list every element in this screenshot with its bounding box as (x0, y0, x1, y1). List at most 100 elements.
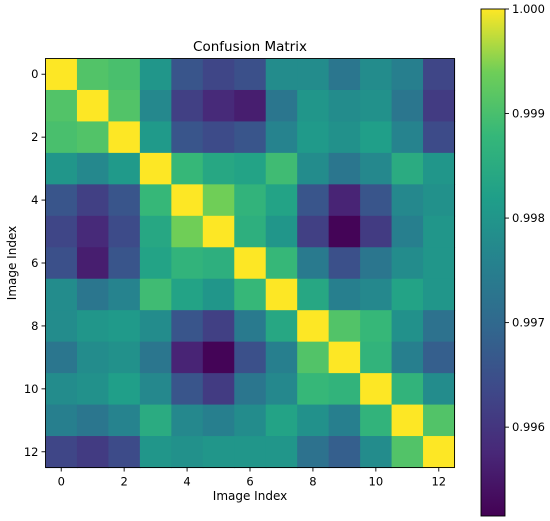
heatmap-cell (202, 436, 235, 469)
heatmap-cell (171, 404, 204, 437)
heatmap-cell (76, 310, 110, 343)
heatmap-cell (139, 247, 172, 280)
heatmap-cell (234, 215, 267, 248)
heatmap-cell (45, 373, 78, 406)
heatmap-cell (108, 278, 141, 311)
heatmap-cell (171, 215, 204, 248)
heatmap-cell (423, 373, 456, 406)
heatmap-cell (76, 341, 110, 374)
heatmap-cell (297, 247, 330, 280)
heatmap-cell (265, 310, 298, 343)
heatmap-cell (171, 89, 204, 123)
x-tick-label: 10 (369, 475, 384, 489)
colorbar-tick-label: 0.996 (512, 420, 545, 434)
heatmap-cell (139, 152, 172, 185)
heatmap-cell (328, 58, 361, 91)
heatmap-cell (391, 310, 424, 343)
heatmap-cell (45, 184, 78, 217)
y-tick-label: 10 (24, 382, 39, 396)
heatmap-cell (139, 121, 172, 154)
heatmap-cells (45, 58, 456, 469)
heatmap-cell (360, 436, 393, 469)
heatmap-cell (76, 247, 110, 280)
heatmap-cell (108, 404, 141, 437)
heatmap-cell (45, 341, 78, 374)
heatmap-cell (234, 58, 267, 91)
heatmap-cell (297, 404, 330, 437)
heatmap-cell (265, 436, 298, 469)
heatmap-cell (297, 310, 330, 343)
heatmap-cell (265, 58, 298, 91)
heatmap-cell (45, 58, 78, 91)
heatmap-cell (76, 152, 110, 185)
heatmap-cell (297, 373, 330, 406)
heatmap-cell (45, 152, 78, 185)
heatmap-cell (171, 152, 204, 185)
heatmap-cell (328, 341, 361, 374)
heatmap-cell (360, 247, 393, 280)
heatmap-cell (234, 436, 267, 469)
heatmap-cell (328, 184, 361, 217)
y-axis-ticks: 0 2 4 6 8 10 12 (24, 67, 46, 459)
heatmap-cell (202, 184, 235, 217)
heatmap-cell (234, 341, 267, 374)
y-tick-label: 8 (31, 319, 38, 333)
heatmap-cell (423, 436, 456, 469)
heatmap-cell (265, 341, 298, 374)
heatmap-cell (423, 152, 456, 185)
heatmap-cell (76, 89, 110, 123)
heatmap-cell (76, 184, 110, 217)
heatmap-cell (139, 184, 172, 217)
heatmap-cell (297, 215, 330, 248)
heatmap-cell (360, 215, 393, 248)
heatmap-cell (360, 404, 393, 437)
heatmap-cell (139, 278, 172, 311)
heatmap-cell (108, 184, 141, 217)
heatmap-cell (234, 121, 267, 154)
x-tick-label: 4 (183, 475, 190, 489)
heatmap-cell (171, 373, 204, 406)
heatmap-cell (360, 278, 393, 311)
heatmap-cell (423, 89, 456, 123)
colorbar-tick-label: 1.000 (512, 2, 545, 16)
heatmap-cell (76, 373, 110, 406)
heatmap-cell (265, 247, 298, 280)
heatmap-cell (45, 310, 78, 343)
heatmap-cell (360, 373, 393, 406)
heatmap-cell (45, 247, 78, 280)
heatmap-cell (45, 404, 78, 437)
heatmap-cell (171, 121, 204, 154)
colorbar-ticks: 0.996 0.997 0.998 0.999 1.000 (505, 2, 545, 434)
heatmap-cell (234, 404, 267, 437)
colorbar-tick-label: 0.998 (512, 211, 545, 225)
heatmap-cell (423, 184, 456, 217)
x-tick-label: 8 (309, 475, 316, 489)
heatmap-cell (108, 215, 141, 248)
heatmap-cell (391, 278, 424, 311)
heatmap-cell (108, 247, 141, 280)
heatmap-cell (76, 58, 110, 91)
heatmap-cell (328, 373, 361, 406)
heatmap-cell (202, 121, 235, 154)
heatmap-cell (139, 341, 172, 374)
heatmap-cell (45, 121, 78, 154)
heatmap-cell (297, 152, 330, 185)
heatmap-cell (297, 341, 330, 374)
heatmap-cell (234, 184, 267, 217)
heatmap-cell (423, 58, 456, 91)
heatmap-cell (328, 121, 361, 154)
heatmap-cell (234, 310, 267, 343)
heatmap-cell (265, 152, 298, 185)
heatmap-cell (202, 89, 235, 123)
heatmap-cell (265, 215, 298, 248)
heatmap-cell (391, 152, 424, 185)
heatmap-cell (423, 247, 456, 280)
heatmap-cell (391, 184, 424, 217)
heatmap-cell (234, 89, 267, 123)
heatmap-cell (45, 215, 78, 248)
heatmap-cell (108, 121, 141, 154)
heatmap-cell (391, 247, 424, 280)
heatmap-cell (202, 152, 235, 185)
heatmap-cell (171, 310, 204, 343)
